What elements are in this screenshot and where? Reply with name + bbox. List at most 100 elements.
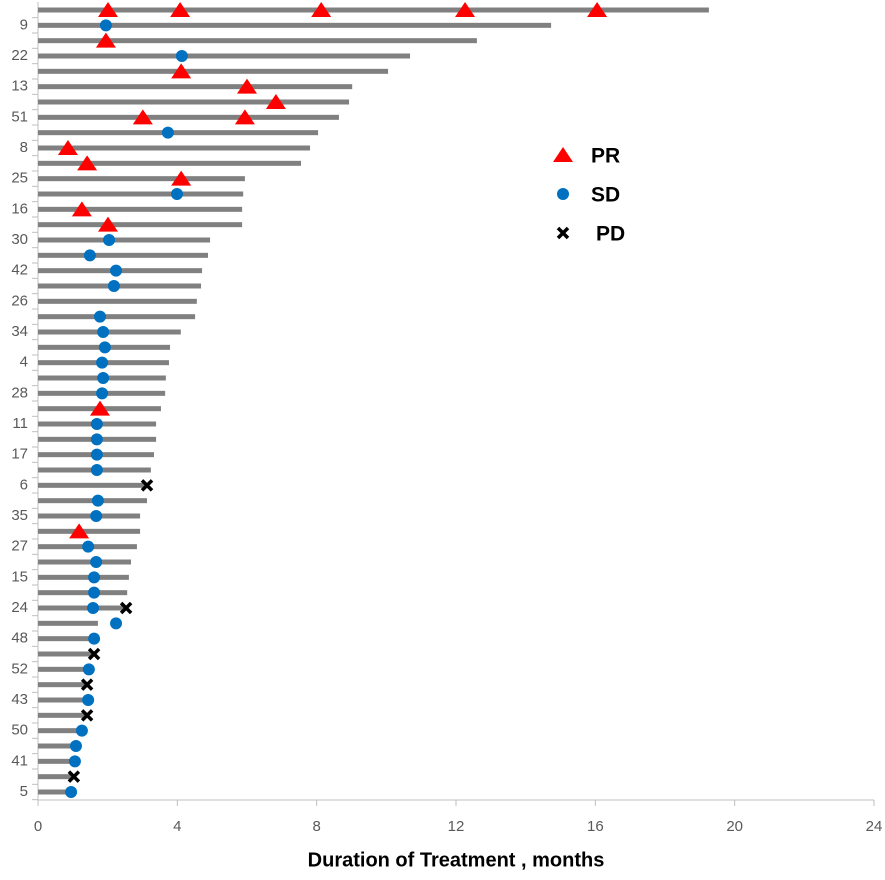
treatment-bar <box>38 191 244 197</box>
treatment-bar <box>38 559 132 565</box>
y-tick-label: 51 <box>11 108 28 125</box>
sd-marker <box>82 663 95 676</box>
treatment-bar <box>38 114 339 120</box>
sd-marker <box>68 755 81 768</box>
y-tick-label: 42 <box>11 262 28 279</box>
treatment-bar <box>38 666 91 672</box>
treatment-bar <box>38 743 79 749</box>
treatment-bar <box>38 53 411 59</box>
y-tick-label: 4 <box>20 354 28 371</box>
x-tick-label: 16 <box>587 818 604 835</box>
sd-marker <box>96 387 109 400</box>
pr-marker <box>69 523 90 539</box>
treatment-bar <box>38 314 196 320</box>
legend-symbol <box>553 147 573 162</box>
pr-marker <box>132 109 153 125</box>
treatment-bar <box>38 697 89 703</box>
legend-symbol <box>557 188 569 200</box>
pr-marker <box>265 94 286 109</box>
pr-marker <box>171 63 192 79</box>
pr-marker <box>237 78 257 94</box>
pd-marker <box>80 709 94 722</box>
y-tick-label: 13 <box>11 78 28 95</box>
legend-label: PD <box>596 223 625 246</box>
x-tick-label: 12 <box>448 818 465 835</box>
treatment-bar <box>38 160 301 166</box>
sd-marker <box>83 249 96 262</box>
treatment-bar <box>38 68 389 74</box>
y-tick-label: 41 <box>11 752 28 769</box>
pr-marker <box>171 170 192 186</box>
treatment-bar <box>38 620 98 626</box>
x-tick-label: 0 <box>34 818 42 835</box>
sd-marker <box>110 617 123 630</box>
sd-marker <box>96 356 109 369</box>
legend-label: PR <box>591 145 620 168</box>
y-tick-label: 16 <box>11 200 28 217</box>
y-tick-label: 11 <box>12 415 28 432</box>
pr-marker <box>587 2 608 17</box>
treatment-bar <box>38 84 353 90</box>
treatment-bar <box>38 774 74 780</box>
treatment-bar <box>38 590 128 596</box>
sd-marker <box>90 433 103 446</box>
y-tick-label: 35 <box>11 507 28 524</box>
sd-marker <box>94 310 107 323</box>
sd-marker <box>88 586 101 599</box>
treatment-bar <box>38 22 552 28</box>
sd-marker <box>90 510 103 522</box>
treatment-bar <box>38 651 95 657</box>
treatment-bar <box>38 789 71 795</box>
sd-marker <box>175 50 188 62</box>
pr-marker <box>57 140 78 155</box>
pd-marker <box>67 770 81 783</box>
sd-marker <box>97 326 110 338</box>
y-tick-label: 6 <box>20 476 28 493</box>
y-tick-label: 52 <box>11 660 28 677</box>
pr-marker <box>98 2 119 17</box>
pr-marker <box>311 2 332 17</box>
sd-marker <box>110 264 123 277</box>
treatment-bar <box>38 237 211 243</box>
pr-marker <box>234 109 255 125</box>
y-tick-label: 28 <box>11 384 28 401</box>
y-tick-label: 43 <box>11 691 28 708</box>
treatment-bar <box>38 482 149 488</box>
sd-marker <box>90 556 103 568</box>
x-tick-label: 8 <box>312 818 320 835</box>
sd-marker <box>75 724 88 737</box>
y-tick-label: 26 <box>11 292 28 309</box>
y-tick-label: 17 <box>11 446 28 463</box>
pr-marker <box>98 216 119 232</box>
pr-marker <box>77 155 98 171</box>
pr-marker <box>170 2 191 17</box>
pr-marker <box>71 201 92 217</box>
sd-marker <box>90 464 103 476</box>
y-tick-label: 25 <box>11 170 28 187</box>
treatment-bar <box>38 176 245 182</box>
treatment-bar <box>38 528 141 534</box>
sd-marker <box>97 372 110 384</box>
treatment-bar <box>38 636 97 642</box>
sd-marker <box>161 126 174 139</box>
pd-marker <box>87 647 101 661</box>
pr-marker <box>455 2 476 17</box>
pd-marker <box>80 678 94 691</box>
pd-marker <box>140 479 154 492</box>
y-tick-label: 34 <box>11 323 28 340</box>
y-tick-label: 15 <box>11 568 28 585</box>
legend-symbol <box>556 226 570 240</box>
treatment-bar <box>38 513 141 519</box>
y-tick-label: 30 <box>11 231 28 248</box>
x-tick-label: 20 <box>726 818 743 835</box>
sd-marker <box>82 694 95 706</box>
y-tick-label: 27 <box>11 538 28 555</box>
sd-marker <box>91 494 104 507</box>
treatment-bar <box>38 7 709 13</box>
y-tick-label: 5 <box>20 783 28 800</box>
y-tick-label: 8 <box>20 139 28 156</box>
y-tick-label: 22 <box>11 47 28 64</box>
sd-marker <box>98 341 111 354</box>
